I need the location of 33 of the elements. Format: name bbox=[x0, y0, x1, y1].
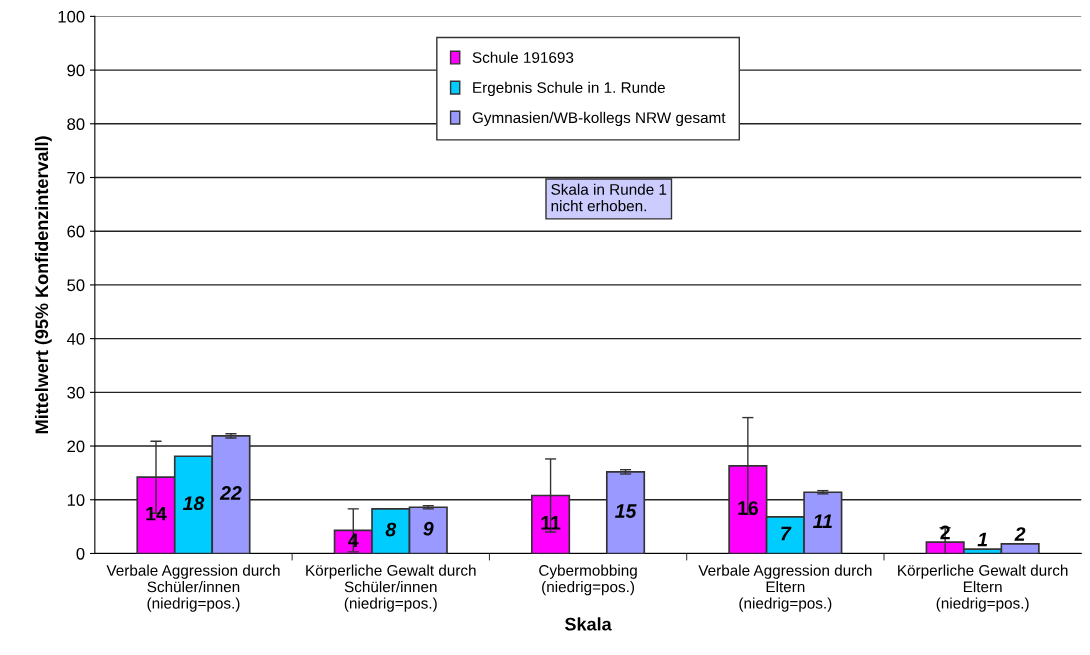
data-label: 11 bbox=[813, 514, 832, 528]
y-tick-label: 50 bbox=[67, 279, 85, 292]
x-tick-label: Körperliche Gewalt durch Schüler/innen (niedrig=pos.) bbox=[306, 564, 476, 612]
data-label: 8 bbox=[385, 522, 397, 537]
annotation: Skala in Runde 1 nicht erhoben. bbox=[551, 183, 667, 212]
y-tick-label: 20 bbox=[67, 440, 85, 453]
y-tick-label: 80 bbox=[67, 118, 85, 130]
y-tick-label: 10 bbox=[67, 494, 85, 506]
data-label: 1 bbox=[977, 532, 987, 547]
y-tick-label: 0 bbox=[76, 547, 85, 560]
data-label: 22 bbox=[219, 486, 242, 500]
data-label: 9 bbox=[423, 521, 434, 536]
y-tick-label: 90 bbox=[67, 64, 85, 77]
data-label: 18 bbox=[182, 496, 205, 511]
x-tick-label: Verbale Aggression durch Schüler/innen (niedrig=pos.) bbox=[106, 564, 280, 612]
y-tick-label: 70 bbox=[67, 171, 85, 184]
x-tick-label: Körperliche Gewalt durch Eltern (niedrig=pos.) bbox=[898, 564, 1068, 612]
x-tick-label: Verbale Aggression durch Eltern (niedrig=pos.) bbox=[698, 564, 872, 612]
legend-label: Gymnasien/WB-kollegs NRW gesamt bbox=[472, 111, 726, 127]
data-label: 2 bbox=[1014, 527, 1026, 541]
x-axis-title: Skala bbox=[564, 617, 612, 631]
legend-label: Schule 191693 bbox=[472, 51, 574, 63]
bar bbox=[605, 471, 646, 554]
x-tick-label: Cybermobbing (niedrig=pos.) bbox=[539, 564, 637, 596]
data-label: 15 bbox=[615, 504, 637, 518]
y-tick-label: 40 bbox=[66, 333, 85, 345]
legend-label: Ergebnis Schule in 1. Runde bbox=[473, 81, 665, 97]
data-label: 7 bbox=[781, 526, 792, 541]
y-axis-title: Mittelwert (95% Konfidenzintervall) bbox=[34, 136, 52, 434]
y-tick-label: 30 bbox=[67, 386, 85, 399]
y-tick-label: 100 bbox=[58, 10, 85, 23]
data-label: 14 bbox=[146, 506, 167, 521]
y-tick-label: 60 bbox=[67, 225, 85, 238]
